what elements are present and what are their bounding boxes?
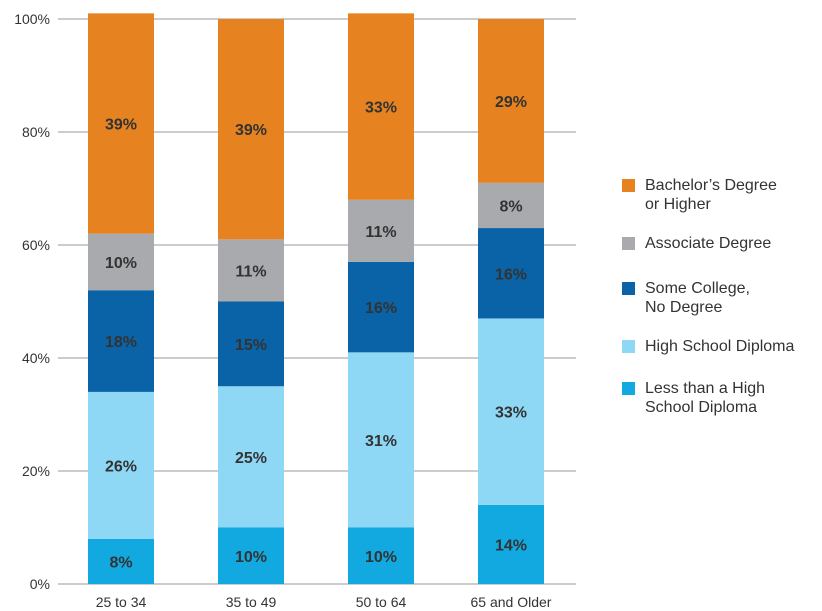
legend-label: Less than a High School Diploma xyxy=(645,380,766,416)
y-tick-label: 80% xyxy=(22,124,50,140)
bar-segment xyxy=(348,199,414,262)
bar-segment xyxy=(88,391,154,539)
bar-segment xyxy=(348,352,414,528)
legend-item: Less than a High School Diploma xyxy=(622,379,822,417)
y-tick-label: 20% xyxy=(22,463,50,479)
bar-segment xyxy=(218,19,284,240)
data-label: 10% xyxy=(235,549,267,566)
bar-segment xyxy=(478,19,544,183)
data-label: 31% xyxy=(365,433,397,450)
data-label: 39% xyxy=(105,117,137,134)
y-tick-label: 0% xyxy=(30,576,50,592)
y-tick-label: 40% xyxy=(22,350,50,366)
legend-swatch xyxy=(622,282,635,295)
x-tick-label: 25 to 34 xyxy=(96,594,147,610)
x-tick-label: 50 to 64 xyxy=(356,594,407,610)
bar-segment xyxy=(218,239,284,302)
bar-segment xyxy=(88,13,154,234)
legend-label: High School Diploma xyxy=(645,338,795,355)
data-label: 29% xyxy=(495,94,527,111)
data-label: 33% xyxy=(495,405,527,422)
bar-segment xyxy=(88,538,154,584)
legend-item: High School Diploma xyxy=(622,337,822,356)
legend-item: Bachelor’s Degree or Higher xyxy=(622,176,822,214)
legend-swatch xyxy=(622,179,635,192)
data-label: 8% xyxy=(109,554,132,571)
data-label: 11% xyxy=(235,263,266,280)
data-label: 16% xyxy=(495,266,527,283)
legend-swatch xyxy=(622,382,635,395)
bar-segment xyxy=(88,233,154,291)
bar-segment xyxy=(348,13,414,200)
data-label: 15% xyxy=(235,337,267,354)
bar-segment xyxy=(478,182,544,229)
data-label: 16% xyxy=(365,300,397,317)
data-label: 39% xyxy=(235,122,267,139)
bar-segment xyxy=(218,527,284,584)
y-tick-label: 60% xyxy=(22,237,50,253)
legend-swatch xyxy=(622,237,635,250)
legend-label: Associate Degree xyxy=(645,235,772,252)
data-label: 10% xyxy=(365,549,397,566)
legend-label: Bachelor’s Degree or Higher xyxy=(645,177,777,213)
bar-segment xyxy=(218,386,284,528)
data-label: 18% xyxy=(105,334,137,351)
x-tick-label: 35 to 49 xyxy=(226,594,277,610)
legend-swatch xyxy=(622,340,635,353)
bar-segment xyxy=(348,527,414,584)
bar-segment xyxy=(218,301,284,387)
data-label: 26% xyxy=(105,458,137,475)
bar-segment xyxy=(88,290,154,392)
bar-segment xyxy=(478,504,544,584)
legend-item: Associate Degree xyxy=(622,234,822,253)
bar-segment xyxy=(478,228,544,319)
chart-legend: Bachelor’s Degree or Higher Associate Deg… xyxy=(622,176,822,437)
legend-label: Some College, No Degree xyxy=(645,280,750,316)
data-label: 14% xyxy=(495,537,527,554)
y-tick-label: 100% xyxy=(14,11,50,27)
data-label: 33% xyxy=(365,100,397,117)
data-label: 25% xyxy=(235,450,267,467)
data-label: 11% xyxy=(365,224,396,241)
x-tick-label: 65 and Older xyxy=(471,594,552,610)
legend-item: Some College, No Degree xyxy=(622,279,822,317)
data-label: 10% xyxy=(105,255,137,272)
bar-segment xyxy=(348,261,414,353)
bar-segment xyxy=(478,318,544,505)
data-label: 8% xyxy=(499,198,522,215)
